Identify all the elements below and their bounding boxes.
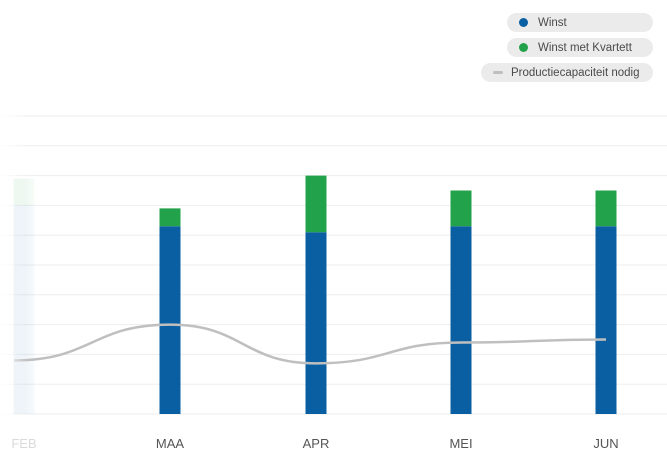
x-tick-label-maa: MAA — [156, 436, 185, 451]
bar-profit-quartet-mei[interactable] — [450, 190, 472, 227]
bar-profit-quartet-apr[interactable] — [305, 175, 327, 233]
bar-profit-jun[interactable] — [595, 226, 617, 414]
x-tick-label-mei: MEI — [449, 436, 472, 451]
bar-profit-mei[interactable] — [450, 226, 472, 414]
profit-dot-icon — [519, 18, 528, 27]
capacity-dash-icon — [493, 71, 503, 74]
x-axis-tick-labels: FEB MAA APR MEI JUN — [11, 436, 618, 451]
legend-item-profit[interactable]: Winst — [507, 13, 653, 32]
legend-profit-label: Winst — [538, 16, 567, 29]
legend: Winst Winst met Kvartett Productiecapaci… — [481, 13, 653, 88]
legend-profit-quartet-label: Winst met Kvartett — [538, 41, 632, 54]
capacity-line-layer — [0, 114, 607, 416]
left-fade-overlay — [0, 114, 190, 416]
bar-profit-quartet-jun[interactable] — [595, 190, 617, 227]
x-tick-label-feb: FEB — [11, 436, 36, 451]
legend-capacity-label: Productiecapaciteit nodig — [511, 66, 640, 79]
bar-profit-apr[interactable] — [305, 232, 327, 414]
x-tick-label-apr: APR — [303, 436, 330, 451]
x-tick-label-jun: JUN — [593, 436, 618, 451]
legend-item-profit-quartet[interactable]: Winst met Kvartett — [507, 38, 653, 57]
profit-quartet-dot-icon — [519, 43, 528, 52]
legend-item-capacity[interactable]: Productiecapaciteit nodig — [481, 63, 653, 82]
